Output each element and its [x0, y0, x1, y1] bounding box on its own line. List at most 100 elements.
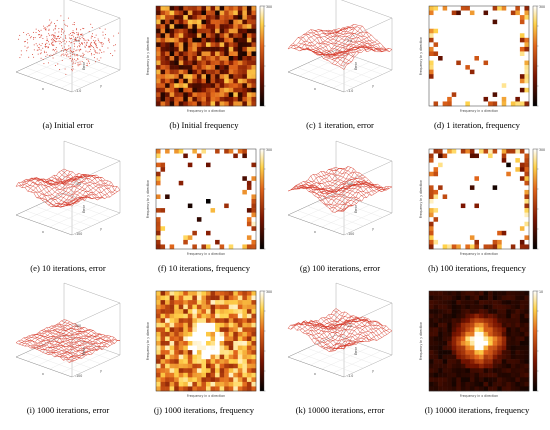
heatmap-cell — [246, 19, 252, 25]
heatmap-cell — [206, 83, 211, 89]
heatmap-cell — [510, 212, 516, 218]
heatmap-cell — [479, 176, 484, 182]
heatmap-cell — [224, 203, 229, 209]
heatmap-cell — [192, 345, 198, 351]
heatmap-cell — [479, 212, 484, 218]
heatmap-cell — [460, 74, 466, 79]
heatmap-cell — [169, 46, 175, 52]
heatmap-cell — [510, 162, 516, 168]
heatmap-cell — [488, 354, 493, 360]
heatmap-cell — [174, 189, 179, 195]
heatmap-cell — [438, 322, 443, 328]
heatmap-cell — [165, 33, 170, 39]
heatmap-cell — [492, 381, 498, 387]
heatmap-cell — [510, 309, 516, 314]
heatmap-cell — [456, 15, 462, 20]
heatmap-cell — [169, 65, 175, 70]
heatmap-cell — [169, 386, 175, 392]
heatmap-cell — [429, 10, 434, 16]
heatmap-cell — [210, 42, 216, 48]
heatmap-cell — [156, 386, 161, 392]
heatmap-cell — [224, 42, 229, 48]
heatmap-cell — [228, 28, 234, 34]
heatmap-cell — [501, 354, 507, 360]
colorbar — [532, 148, 538, 250]
heatmap-cell — [442, 244, 448, 250]
y-axis-label: y — [372, 369, 374, 373]
heatmap-cell — [451, 235, 457, 241]
heatmap-cell — [228, 78, 234, 84]
heatmap-cell — [224, 208, 229, 213]
heatmap-cell — [479, 381, 484, 387]
heatmap-cell — [506, 96, 512, 102]
subfigure-caption: (c) 1 iteration, error — [306, 120, 374, 130]
heatmap-cell — [160, 96, 166, 102]
heatmap-cell — [183, 235, 189, 241]
heatmap-cell — [524, 363, 530, 369]
heatmap-cell — [483, 28, 489, 34]
heatmap-cell — [169, 96, 175, 102]
heatmap-cell — [447, 56, 452, 61]
heatmap-cell — [224, 78, 229, 84]
error-point — [72, 23, 74, 25]
heatmap-cell — [429, 42, 434, 48]
heatmap-cell — [442, 158, 448, 163]
heatmap-cell — [501, 239, 507, 245]
error-point — [38, 47, 40, 49]
error-point — [38, 29, 40, 31]
heatmap-cell — [160, 176, 166, 182]
heatmap-cell — [246, 101, 252, 107]
error-point — [75, 38, 77, 40]
heatmap-cell — [469, 309, 475, 314]
heatmap-cell — [160, 212, 166, 218]
heatmap-cell — [483, 341, 489, 346]
heatmap-cell — [156, 350, 161, 355]
heatmap-cell — [515, 78, 521, 84]
heatmap-cell — [492, 309, 498, 314]
heatmap-cell — [515, 226, 521, 232]
error-point — [33, 44, 35, 46]
heatmap-cell — [174, 96, 179, 102]
heatmap-cell — [465, 162, 471, 168]
heatmap-cell — [187, 350, 193, 355]
heatmap-cell — [506, 33, 512, 39]
error-point — [70, 48, 72, 50]
error-point — [77, 59, 79, 61]
heatmap-cell — [183, 101, 189, 107]
mesh-line — [330, 314, 388, 335]
heatmap-cell — [251, 171, 257, 177]
heatmap-cell — [433, 74, 439, 79]
heatmap-cell — [156, 6, 161, 11]
heatmap-cell — [456, 239, 462, 245]
heatmap-cell — [442, 37, 448, 43]
error-point — [86, 62, 88, 64]
heatmap-cell — [465, 199, 471, 204]
error-point — [88, 31, 90, 33]
heatmap-cell — [492, 203, 498, 209]
heatmap-cell — [519, 212, 525, 218]
error-point — [51, 42, 53, 44]
heatmap-cell — [469, 162, 475, 168]
heatmap-cell — [429, 158, 434, 163]
heatmap-cell — [224, 372, 229, 378]
mesh-line — [45, 330, 94, 354]
heatmap-cell — [187, 24, 193, 29]
heatmap-cell — [224, 83, 229, 89]
heatmap-cell — [456, 78, 462, 84]
heatmap-cell — [488, 176, 493, 182]
heatmap-cell — [215, 194, 220, 200]
heatmap-cell — [174, 83, 179, 89]
heatmap-cell — [246, 291, 252, 296]
heatmap-cell — [242, 199, 248, 204]
heatmap-cell — [215, 313, 220, 319]
heatmap-cell — [174, 19, 179, 25]
heatmap-cell — [479, 46, 484, 52]
heatmap-cell — [469, 51, 475, 57]
heatmap-cell — [442, 96, 448, 102]
heatmap-cell — [429, 51, 434, 57]
heatmap-cell — [183, 92, 189, 98]
heatmap-cell — [246, 46, 252, 52]
heatmap-cell — [433, 309, 439, 314]
heatmap-cell — [178, 322, 184, 328]
heatmap-cell — [242, 171, 248, 177]
